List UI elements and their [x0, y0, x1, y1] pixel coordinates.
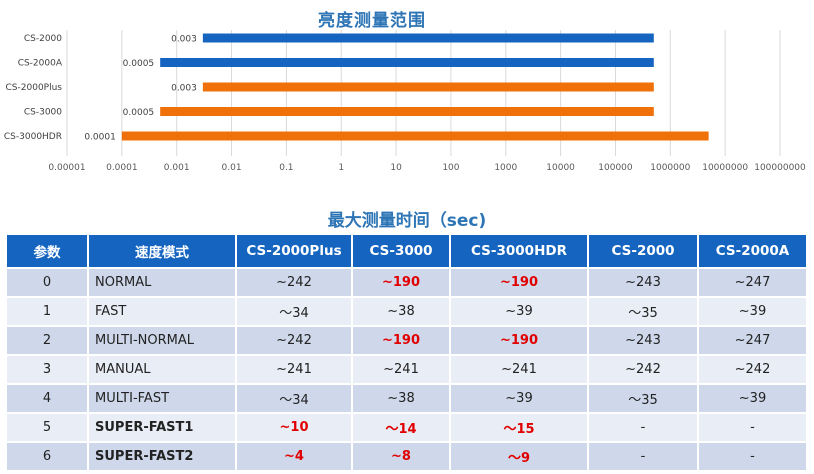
category-label: CS-2000 [24, 34, 62, 44]
x-tick-label: 100000000 [754, 163, 806, 173]
value-cell: ~39 [697, 296, 808, 327]
data-label: 0.003 [171, 35, 197, 45]
value-cell: ~243 [587, 267, 699, 298]
table-row: 5 SUPER-FAST1 ~10 ～14 ～15 - - [5, 412, 808, 443]
measurement-time-table: 参数 速度模式 CS-2000Plus CS-3000 CS-3000HDR C… [5, 233, 808, 472]
value-cell: ～35 [587, 296, 699, 327]
param-cell: 1 [5, 296, 89, 327]
value-cell: ~4 [235, 441, 353, 472]
value-cell: ~241 [235, 354, 353, 385]
mode-cell: MANUAL [87, 354, 237, 385]
header-speed-mode: 速度模式 [87, 233, 237, 269]
range-bar [121, 131, 709, 141]
mode-cell: MULTI-NORMAL [87, 325, 237, 356]
table-row: 6 SUPER-FAST2 ~4 ~8 ～9 - - [5, 441, 808, 472]
header-cs2000a: CS-2000A [697, 233, 808, 269]
value-cell: ～9 [449, 441, 589, 472]
header-cs2000: CS-2000 [587, 233, 699, 269]
value-cell: ~243 [587, 325, 699, 356]
value-cell: ～34 [235, 296, 353, 327]
category-label: CS-2000Plus [6, 83, 63, 93]
x-tick-label: 0.0001 [106, 163, 138, 173]
value-cell: ～35 [587, 383, 699, 414]
table-title: 最大测量时间（sec) [327, 211, 487, 231]
value-cell: ~247 [697, 267, 808, 298]
x-tick-label: 0.01 [222, 163, 242, 173]
header-cs3000hdr: CS-3000HDR [449, 233, 589, 269]
value-cell: - [697, 412, 808, 443]
luminance-range-chart: 0.00001 0.0001 0.001 0.01 0.1 1 10 100 1000 10000… [4, 30, 806, 173]
value-cell: ~241 [351, 354, 451, 385]
x-tick-label: 10000 [546, 163, 575, 173]
x-tick-label: 100000 [598, 163, 633, 173]
mode-cell: MULTI-FAST [87, 383, 237, 414]
x-tick-label: 0.00001 [48, 163, 85, 173]
range-bar [160, 107, 654, 116]
value-cell: - [587, 412, 699, 443]
table-row: 3 MANUAL ~241 ~241 ~241 ~242 ~242 [5, 354, 808, 385]
mode-cell: SUPER-FAST1 [87, 412, 237, 443]
x-tick-label: 1000 [494, 163, 517, 173]
x-tick-label: 0.001 [164, 163, 190, 173]
table-row: 2 MULTI-NORMAL ~242 ~190 ~190 ~243 ~247 [5, 325, 808, 356]
param-cell: 6 [5, 441, 89, 472]
value-cell: ~10 [235, 412, 353, 443]
value-cell: - [697, 441, 808, 472]
range-bar [202, 82, 654, 92]
mode-cell: NORMAL [87, 267, 237, 298]
data-label: 0.0005 [123, 59, 155, 69]
range-bar [160, 58, 654, 67]
param-cell: 3 [5, 354, 89, 385]
range-bar [202, 33, 654, 43]
category-label: CS-3000HDR [4, 132, 62, 142]
value-cell: ~39 [449, 296, 589, 327]
param-cell: 0 [5, 267, 89, 298]
header-cs3000: CS-3000 [351, 233, 451, 269]
value-cell: ~247 [697, 325, 808, 356]
value-cell: ～14 [351, 412, 451, 443]
table-row: 0 NORMAL ~242 ~190 ~190 ~243 ~247 [5, 267, 808, 298]
table-row: 1 FAST ～34 ~38 ~39 ～35 ~39 [5, 296, 808, 327]
value-cell: ~38 [351, 383, 451, 414]
x-tick-label: 0.1 [279, 163, 293, 173]
data-label: 0.003 [171, 84, 197, 94]
x-tick-label: 10000000 [702, 163, 748, 173]
value-cell: ～15 [449, 412, 589, 443]
param-cell: 5 [5, 412, 89, 443]
value-cell: ～34 [235, 383, 353, 414]
table-header-row: 参数 速度模式 CS-2000Plus CS-3000 CS-3000HDR C… [5, 233, 808, 269]
header-param: 参数 [5, 233, 89, 269]
x-tick-label: 10 [390, 163, 402, 173]
value-cell: ~38 [351, 296, 451, 327]
mode-cell: SUPER-FAST2 [87, 441, 237, 472]
value-cell: ~242 [587, 354, 699, 385]
param-cell: 4 [5, 383, 89, 414]
data-label: 0.0005 [123, 108, 155, 118]
x-tick-label: 1 [338, 163, 344, 173]
value-cell: ~242 [697, 354, 808, 385]
x-tick-label: 1000000 [650, 163, 690, 173]
value-cell: ~241 [449, 354, 589, 385]
category-label: CS-2000A [18, 59, 63, 69]
value-cell: ~190 [351, 267, 451, 298]
mode-cell: FAST [87, 296, 237, 327]
value-cell: ~39 [697, 383, 808, 414]
chart-title: 亮度测量范围 [318, 11, 426, 31]
param-cell: 2 [5, 325, 89, 356]
value-cell: - [587, 441, 699, 472]
value-cell: ~190 [449, 267, 589, 298]
table-row: 4 MULTI-FAST ～34 ~38 ~39 ～35 ~39 [5, 383, 808, 414]
category-label: CS-3000 [24, 108, 62, 118]
value-cell: ~190 [449, 325, 589, 356]
data-label: 0.0001 [84, 133, 116, 143]
x-tick-label: 100 [442, 163, 459, 173]
value-cell: ~190 [351, 325, 451, 356]
header-cs2000plus: CS-2000Plus [235, 233, 353, 269]
value-cell: ~39 [449, 383, 589, 414]
value-cell: ~8 [351, 441, 451, 472]
value-cell: ~242 [235, 325, 353, 356]
value-cell: ~242 [235, 267, 353, 298]
